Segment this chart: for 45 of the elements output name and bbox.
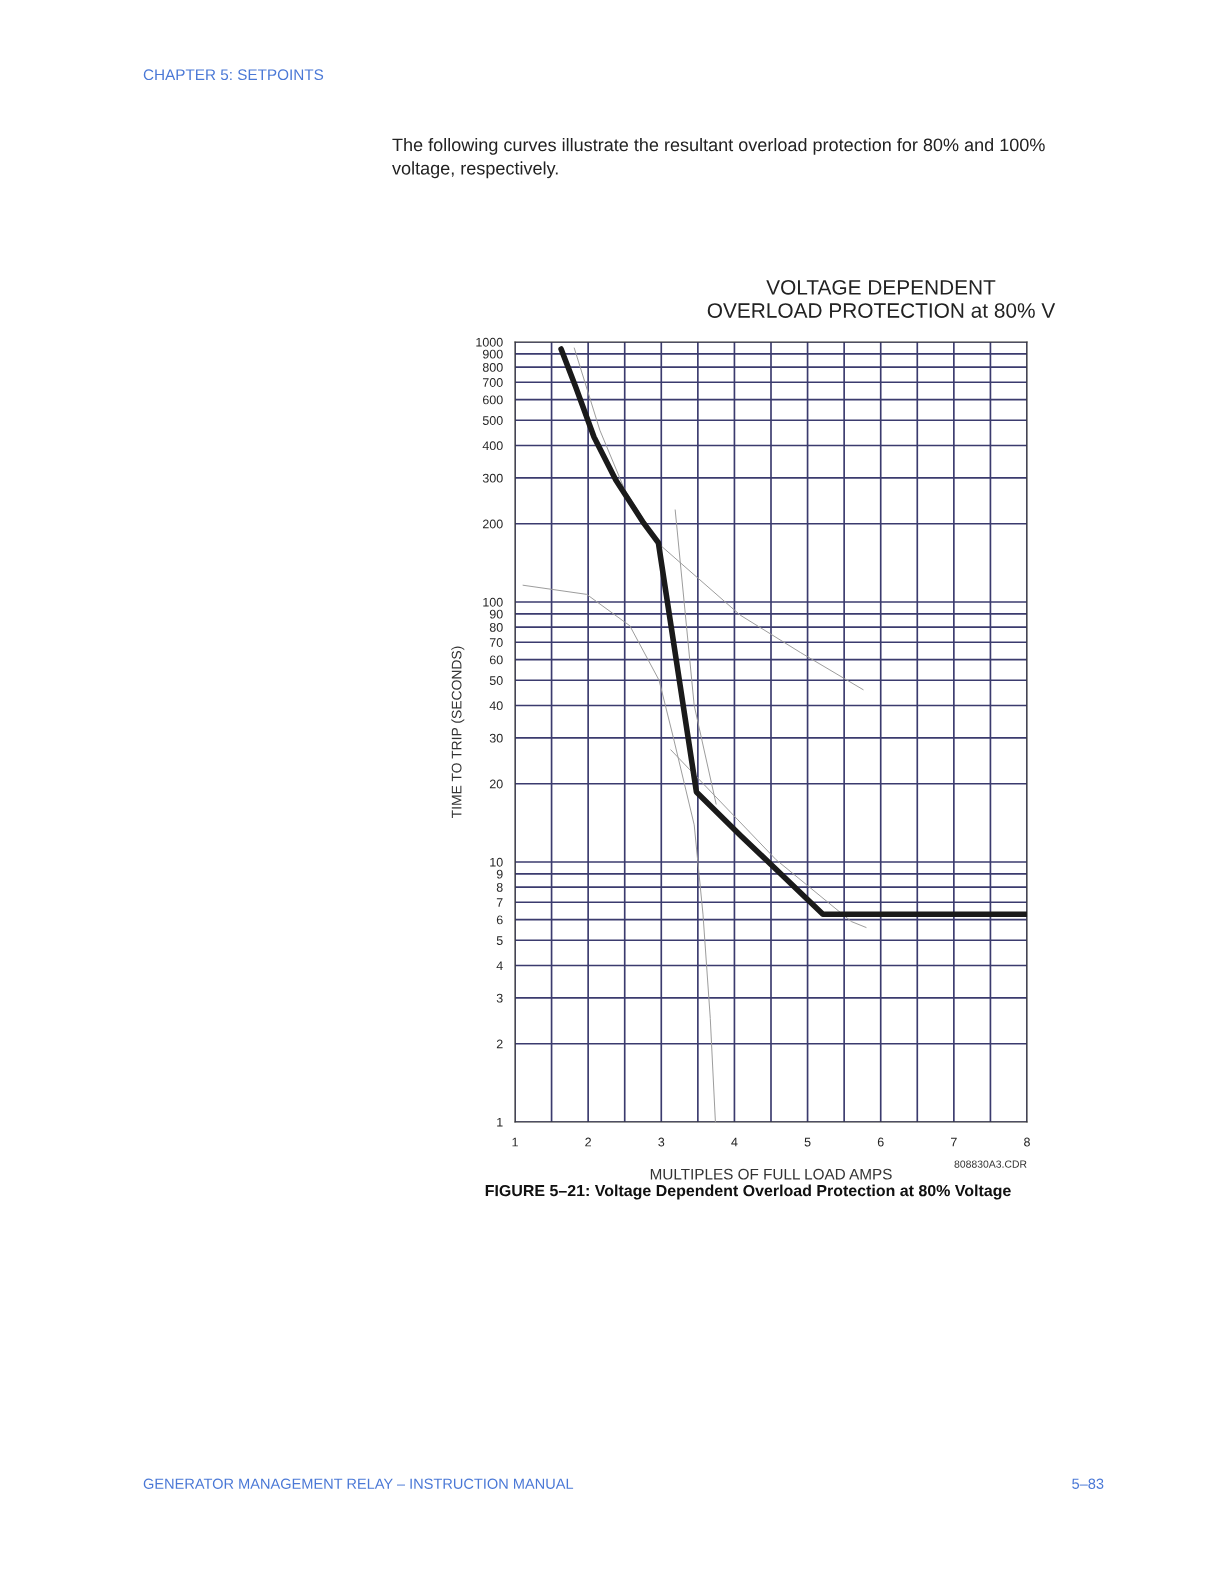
y-tick-label: 2 [496,1039,503,1049]
text: GENERATOR MANAGEMENT RELAY – INSTRUCTION MANUAL [143,1478,574,1489]
text: 808830A3.CDR [954,1160,1027,1168]
y-axis-title: TIME TO TRIP (SECONDS) [451,646,465,819]
y-tick-label: 600 [482,395,503,405]
y-tick-label: 6 [496,915,503,925]
y-tick-label: 800 [482,363,503,372]
y-tick-label: 8 [496,883,503,892]
y-tick-label: 4 [496,961,503,970]
y-tick-label: 100 [483,597,503,607]
y-tick-label: 7 [496,898,503,907]
x-tick-label: 5 [804,1137,811,1147]
y-tick-label: 90 [489,609,503,619]
y-tick-label: 40 [489,701,503,711]
chart-title: VOLTAGE DEPENDENT OVERLOAD PROTECTION at 80% V [707,279,1056,318]
x-tick-label: 4 [731,1137,738,1147]
y-tick-label: 10 [490,857,503,867]
y-tick-label: 9 [496,869,503,879]
y-tick-label: 60 [489,655,503,665]
x-tick-label: 7 [951,1137,957,1147]
text: 5–83 [1072,1478,1104,1489]
y-tick-label: 1 [497,1117,503,1127]
x-axis-title: MULTIPLES OF FULL LOAD AMPS [650,1168,892,1180]
text: The following curves illustrate the resultant overload protection for 80% and 100% voltage, respectively. [392,138,1045,179]
x-tick-label: 6 [877,1137,884,1147]
y-tick-label: 1000 [476,337,503,347]
y-tick-label: 5 [496,936,503,945]
x-tick-label: 2 [585,1137,591,1147]
text: CHAPTER 5: SETPOINTS [143,69,324,81]
y-tick-label: 80 [489,623,503,632]
x-tick-label: 3 [658,1137,665,1147]
y-tick-label: 500 [482,416,503,425]
caption: FIGURE 5–21: Voltage Dependent Overload Protection at 80% Voltage [485,1184,1011,1200]
y-tick-label: 700 [482,378,503,387]
x-tick-label: 8 [1024,1137,1030,1147]
y-tick-label: 20 [489,779,503,789]
y-tick-label: 400 [482,441,503,451]
y-tick-label: 3 [496,993,503,1003]
y-tick-label: 900 [482,349,503,359]
y-tick-label: 50 [489,676,503,685]
x-tick-label: 1 [512,1137,518,1147]
y-tick-label: 70 [489,638,503,647]
y-tick-label: 300 [482,473,503,483]
y-tick-label: 30 [489,733,503,743]
y-tick-label: 200 [482,519,503,529]
